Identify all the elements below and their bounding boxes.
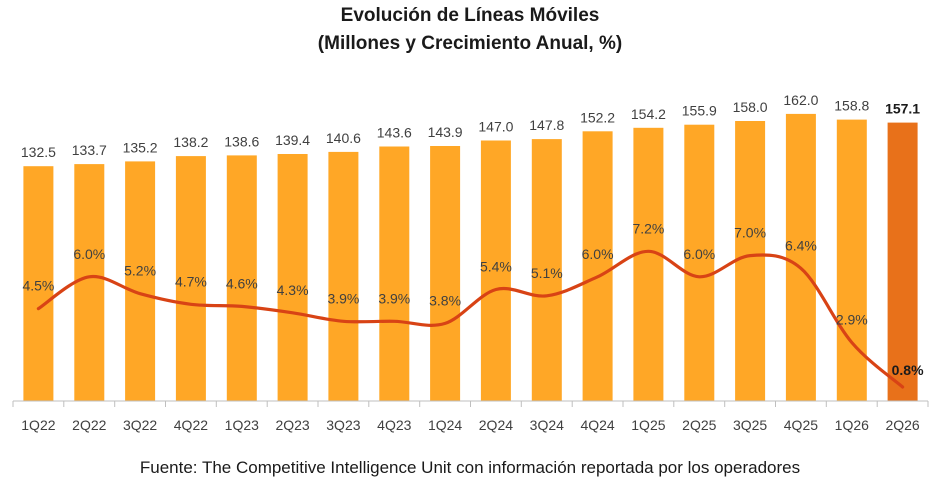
- growth-value-label: 3.9%: [327, 290, 359, 306]
- bar-1Q26: [836, 119, 867, 401]
- bar-value-label: 133.7: [72, 142, 107, 158]
- bar-4Q24: [582, 131, 613, 402]
- bar-value-label: 132.5: [21, 144, 56, 160]
- bar-value-label: 158.0: [733, 99, 768, 115]
- x-tick-label: 2Q22: [72, 417, 106, 433]
- growth-value-label: 3.9%: [378, 290, 410, 306]
- bar-value-label: 155.9: [682, 103, 717, 119]
- growth-value-label: 4.5%: [22, 278, 54, 294]
- x-tick-label: 4Q22: [174, 417, 208, 433]
- x-tick-label: 3Q25: [733, 417, 767, 433]
- bar-value-label: 139.4: [275, 132, 310, 148]
- bar-4Q22: [175, 156, 206, 401]
- bar-value-label: 162.0: [783, 92, 818, 108]
- bar-2Q26: [887, 122, 918, 401]
- bar-3Q25: [735, 121, 766, 401]
- bar-value-label: 154.2: [631, 106, 666, 122]
- growth-value-label: 5.2%: [124, 263, 156, 279]
- bar-1Q24: [430, 146, 461, 401]
- bar-2Q22: [74, 164, 105, 401]
- bar-value-label: 143.9: [428, 124, 463, 140]
- bar-3Q24: [531, 139, 562, 401]
- growth-value-label: 3.8%: [429, 292, 461, 308]
- x-tick-label: 1Q23: [225, 417, 259, 433]
- bar-2Q24: [480, 140, 511, 401]
- bar-3Q23: [328, 151, 359, 401]
- bar-value-label: 157.1: [885, 101, 920, 117]
- x-tick-label: 3Q23: [326, 417, 360, 433]
- x-tick-label: 1Q22: [21, 417, 55, 433]
- source-note: Fuente: The Competitive Intelligence Uni…: [139, 458, 801, 477]
- x-tick-label: 1Q25: [631, 417, 665, 433]
- x-tick-label: 2Q26: [885, 417, 919, 433]
- bar-value-label: 152.2: [580, 109, 615, 125]
- bar-value-label: 147.0: [478, 119, 513, 135]
- bar-3Q22: [125, 161, 156, 401]
- x-tick-label: 3Q24: [530, 417, 564, 433]
- bar-4Q25: [785, 113, 816, 402]
- x-tick-label: 1Q24: [428, 417, 462, 433]
- bar-value-label: 143.6: [377, 125, 412, 141]
- chart-subtitle: (Millones y Crecimiento Anual, %): [317, 33, 623, 54]
- x-tick-label: 4Q25: [784, 417, 818, 433]
- growth-value-label: 4.6%: [226, 275, 258, 291]
- bar-value-label: 138.2: [173, 134, 208, 150]
- bar-4Q23: [379, 146, 410, 401]
- growth-value-label: 6.4%: [785, 237, 817, 253]
- bar-value-label: 135.2: [123, 139, 158, 155]
- growth-value-label: 7.2%: [632, 220, 664, 236]
- bar-value-label: 158.8: [834, 98, 869, 114]
- chart-title: Evolución de Líneas Móviles: [340, 5, 600, 26]
- x-tick-label: 1Q26: [835, 417, 869, 433]
- growth-value-label: 7.0%: [734, 225, 766, 241]
- x-tick-label: 4Q24: [580, 417, 614, 433]
- growth-value-label: 4.7%: [175, 273, 207, 289]
- x-tick-label: 4Q23: [377, 417, 411, 433]
- bar-2Q25: [684, 124, 715, 401]
- x-tick-label: 2Q25: [682, 417, 716, 433]
- growth-value-label: 4.3%: [277, 282, 309, 298]
- growth-value-label: 2.9%: [836, 312, 868, 328]
- bar-value-label: 138.6: [224, 133, 259, 149]
- x-tick-label: 2Q24: [479, 417, 513, 433]
- bar-2Q23: [277, 154, 308, 401]
- growth-value-label: 5.1%: [531, 265, 563, 281]
- growth-value-label: 6.0%: [582, 246, 614, 262]
- x-tick-label: 3Q22: [123, 417, 157, 433]
- bar-1Q23: [226, 155, 257, 401]
- growth-value-label: 0.8%: [892, 362, 924, 378]
- x-tick-label: 2Q23: [275, 417, 309, 433]
- chart-plot: 132.5 133.7 135.2 138.2 138.6 139.4 140.6 143.6…: [12, 92, 929, 433]
- growth-value-label: 6.0%: [683, 246, 715, 262]
- growth-value-label: 6.0%: [73, 246, 105, 262]
- bar-1Q22: [23, 166, 54, 401]
- bar-value-label: 140.6: [326, 130, 361, 146]
- growth-line: [36, 249, 905, 389]
- bar-1Q25: [633, 127, 664, 402]
- growth-value-label: 5.4%: [480, 259, 512, 275]
- bar-value-label: 147.8: [529, 117, 564, 133]
